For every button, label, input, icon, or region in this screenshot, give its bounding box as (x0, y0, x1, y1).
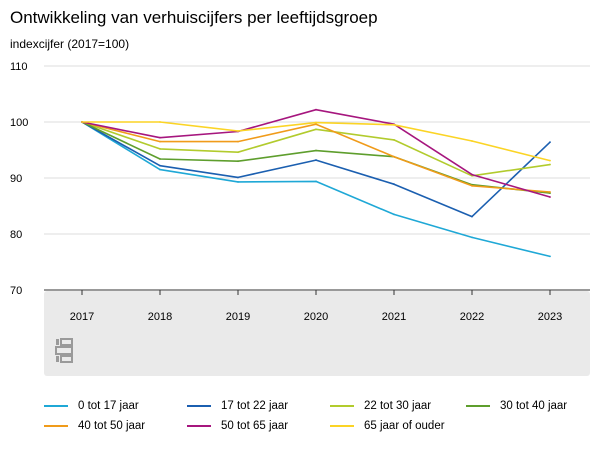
legend-item[interactable]: 22 tot 30 jaar (330, 398, 431, 414)
data-point (159, 121, 161, 123)
legend-swatch (187, 405, 211, 407)
data-point (315, 128, 317, 131)
data-point (393, 213, 395, 216)
data-point (237, 176, 239, 179)
chart-subtitle: indexcijfer (2017=100) (10, 37, 130, 51)
x-axis-panel (44, 291, 590, 376)
data-point (393, 155, 395, 158)
legend-item[interactable]: 17 tot 22 jaar (187, 398, 288, 414)
legend-label: 0 tot 17 jaar (78, 400, 139, 412)
data-point (159, 168, 161, 171)
x-tick-labels: 2017 2018 2019 2020 2021 2022 2023 (70, 290, 562, 323)
data-point (549, 255, 551, 258)
legend-label: 40 tot 50 jaar (78, 420, 146, 432)
legend-swatch (187, 425, 211, 427)
data-point (237, 130, 239, 132)
legend-label: 17 tot 22 jaar (221, 400, 289, 412)
y-tick-label: 80 (10, 229, 22, 241)
data-point (471, 184, 473, 187)
data-point (159, 158, 161, 160)
x-tick-label: 2018 (148, 311, 172, 323)
legend-swatch (330, 405, 354, 407)
x-tick-label: 2022 (460, 311, 484, 323)
data-point (471, 173, 473, 176)
data-point (315, 159, 317, 161)
series-lines (81, 108, 551, 258)
data-point (471, 236, 473, 239)
legend-label: 50 tot 65 jaar (221, 420, 289, 432)
data-point (159, 147, 161, 150)
y-tick-label: 110 (10, 61, 28, 73)
data-point (237, 181, 239, 183)
y-gridlines (44, 65, 590, 291)
data-point (315, 108, 317, 111)
legend-item[interactable]: 40 tot 50 jaar (44, 418, 145, 434)
legend-swatch (44, 425, 68, 427)
data-point (315, 123, 317, 126)
legend-label: 30 tot 40 jaar (500, 400, 568, 412)
data-point (549, 159, 551, 162)
series-line-4 (81, 121, 551, 194)
legend-swatch (44, 405, 68, 407)
data-point (315, 180, 317, 183)
chart-legend: 0 tot 17 jaar 17 tot 22 jaar 22 tot 30 jaa… (44, 398, 600, 440)
data-point (159, 136, 161, 139)
x-tick-label: 2023 (538, 311, 562, 323)
x-tick-label: 2020 (304, 311, 328, 323)
legend-swatch (330, 425, 354, 427)
data-point (81, 121, 83, 123)
x-tick-label: 2017 (70, 311, 94, 323)
data-point (471, 215, 473, 218)
y-tick-label: 100 (10, 117, 28, 129)
y-tick-label: 90 (10, 173, 22, 185)
data-point (549, 191, 551, 193)
legend-label: 65 jaar of ouder (364, 420, 445, 432)
legend-item[interactable]: 65 jaar of ouder (330, 418, 445, 434)
data-point (549, 196, 551, 198)
y-tick-label: 70 (10, 285, 22, 297)
data-point (549, 163, 551, 166)
data-point (159, 164, 161, 167)
data-point (237, 160, 239, 163)
chart-title: Ontwikkeling van verhuiscijfers per leef… (10, 8, 378, 27)
data-point (159, 140, 161, 143)
data-point (393, 123, 395, 126)
cbs-logo-icon: cbs (55, 338, 73, 363)
data-point (315, 121, 317, 124)
data-point (393, 139, 395, 141)
x-tick-label: 2019 (226, 311, 250, 323)
data-point (471, 140, 473, 142)
data-point (237, 140, 239, 143)
y-tick-labels: 70 80 90 100 110 (10, 61, 28, 297)
legend-swatch (466, 405, 490, 407)
legend-item[interactable]: 0 tot 17 jaar (44, 398, 139, 414)
data-point (549, 141, 551, 144)
legend-item[interactable]: 50 tot 65 jaar (187, 418, 288, 434)
legend-label: 22 tot 30 jaar (364, 400, 432, 412)
data-point (237, 151, 239, 154)
data-point (315, 149, 317, 152)
x-tick-label: 2021 (382, 311, 406, 323)
data-point (393, 183, 395, 186)
legend-item[interactable]: 30 tot 40 jaar (466, 398, 567, 414)
line-chart: 70 80 90 100 110 2017 2018 2019 2020 2021 2022 202… (10, 61, 590, 376)
